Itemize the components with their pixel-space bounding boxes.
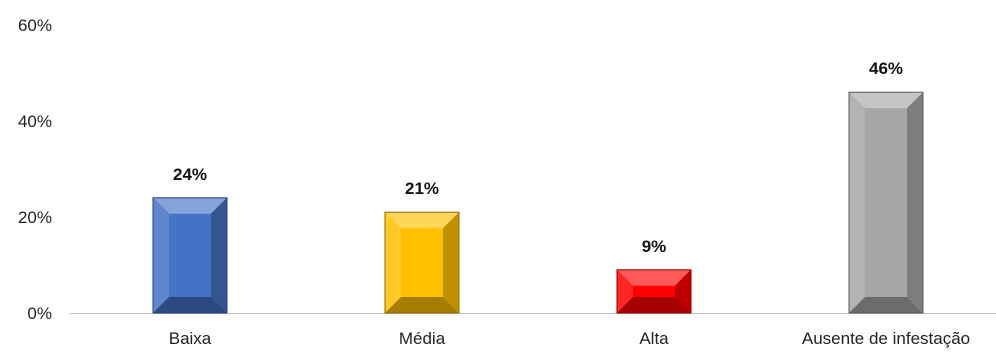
bar bbox=[384, 211, 460, 314]
category-label: Média bbox=[399, 329, 446, 348]
bar-bevel-left bbox=[385, 212, 401, 313]
bars bbox=[152, 91, 924, 314]
bar-bevel-bottom bbox=[617, 297, 691, 313]
bar-outline bbox=[848, 91, 924, 314]
data-label: 46% bbox=[869, 59, 903, 78]
category-label: Ausente de infestação bbox=[802, 329, 970, 348]
category-labels: Baixa Média Alta Ausente de infestação bbox=[169, 329, 970, 348]
bar-outline bbox=[616, 269, 692, 314]
bar-bevel-right bbox=[907, 92, 923, 313]
bar-bevel-top bbox=[849, 92, 923, 109]
bar-bevel-left bbox=[617, 269, 633, 313]
bar-bevel-bottom bbox=[385, 297, 459, 313]
bar-bevel-right bbox=[211, 197, 227, 313]
bar bbox=[848, 91, 924, 314]
category-label: Baixa bbox=[169, 329, 212, 348]
bar bbox=[152, 197, 228, 314]
bar-bevel-left bbox=[849, 92, 865, 313]
data-labels: 24% 21% 9% 46% bbox=[173, 59, 903, 256]
y-tick-label: 0% bbox=[27, 304, 52, 323]
bar-outline bbox=[152, 197, 228, 314]
data-label: 9% bbox=[642, 237, 667, 256]
bar-bevel-bottom bbox=[849, 297, 923, 313]
y-axis-ticks: 0% 20% 40% 60% bbox=[18, 16, 52, 323]
bar-bevel-bottom bbox=[153, 297, 227, 313]
bar-outline bbox=[384, 211, 460, 314]
bar-bevel-right bbox=[443, 212, 459, 313]
data-label: 24% bbox=[173, 165, 207, 184]
y-tick-label: 20% bbox=[18, 208, 52, 227]
bar-bevel-top bbox=[617, 269, 691, 286]
bar bbox=[616, 269, 692, 314]
data-label: 21% bbox=[405, 179, 439, 198]
bar-bevel-top bbox=[385, 212, 459, 229]
y-tick-label: 60% bbox=[18, 16, 52, 35]
bar-bevel-top bbox=[153, 197, 227, 214]
bar-bevel-left bbox=[153, 197, 169, 313]
category-label: Alta bbox=[639, 329, 669, 348]
bar-bevel-right bbox=[675, 269, 691, 313]
y-tick-label: 40% bbox=[18, 112, 52, 131]
